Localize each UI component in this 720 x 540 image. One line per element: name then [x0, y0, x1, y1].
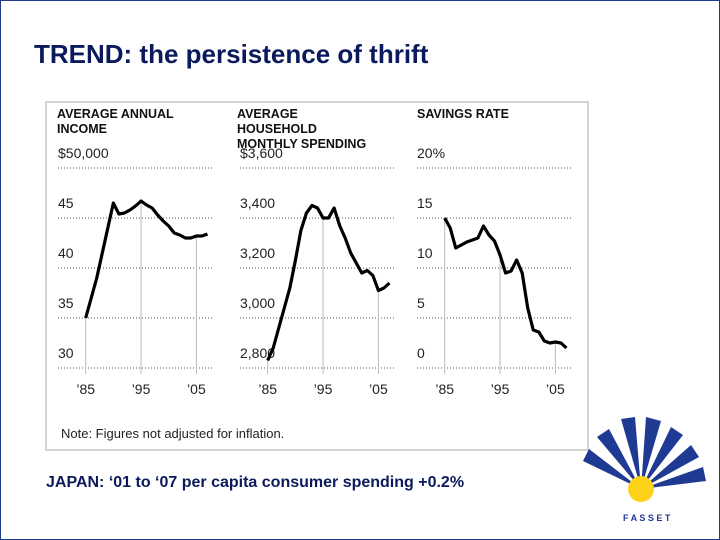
- line: [266, 203, 391, 362]
- y-tick-label: 40: [58, 245, 74, 261]
- x-tick-label: ’95: [491, 381, 510, 397]
- y-tick-label: 3,400: [240, 195, 275, 211]
- x-tick-label: ’85: [435, 381, 454, 397]
- logo: [583, 417, 706, 502]
- y-tick-label: 3,200: [240, 245, 275, 261]
- chart-title: SAVINGS RATE: [417, 107, 509, 121]
- logo-text: F A S S E T: [623, 513, 671, 523]
- x-tick-label: ’05: [546, 381, 565, 397]
- y-tick-label: 2,800: [240, 345, 275, 361]
- y-tick-label: $50,000: [58, 145, 109, 161]
- y-tick-label: 15: [417, 195, 433, 211]
- slide-title: TREND: the persistence of thrift: [34, 39, 429, 69]
- chart-title: AVERAGE HOUSEHOLD MONTHLY SPENDING: [237, 107, 367, 151]
- y-tick-label: 10: [417, 245, 433, 261]
- x-tick-label: ’85: [258, 381, 277, 397]
- y-tick-label: 20%: [417, 145, 445, 161]
- y-tick-label: 3,000: [240, 295, 275, 311]
- y-tick-label: 5: [417, 295, 425, 311]
- y-tick-label: $3,600: [240, 145, 283, 161]
- y-tick-label: 35: [58, 295, 74, 311]
- y-tick-label: 0: [417, 345, 425, 361]
- x-tick-label: ’95: [314, 381, 333, 397]
- line: [443, 217, 568, 350]
- chart-frame: [45, 101, 589, 451]
- line: [84, 199, 209, 319]
- y-tick-label: 45: [58, 195, 74, 211]
- y-tick-label: 30: [58, 345, 74, 361]
- chart-title: AVERAGE ANNUAL INCOME: [57, 107, 174, 136]
- x-tick-label: ’85: [76, 381, 95, 397]
- x-tick-label: ’05: [187, 381, 206, 397]
- footer: JAPAN: ‘01 to ‘07 per capita consumer sp…: [46, 474, 464, 491]
- x-tick-label: ’95: [132, 381, 151, 397]
- note: Note: Figures not adjusted for inflation…: [61, 426, 284, 441]
- x-tick-label: ’05: [369, 381, 388, 397]
